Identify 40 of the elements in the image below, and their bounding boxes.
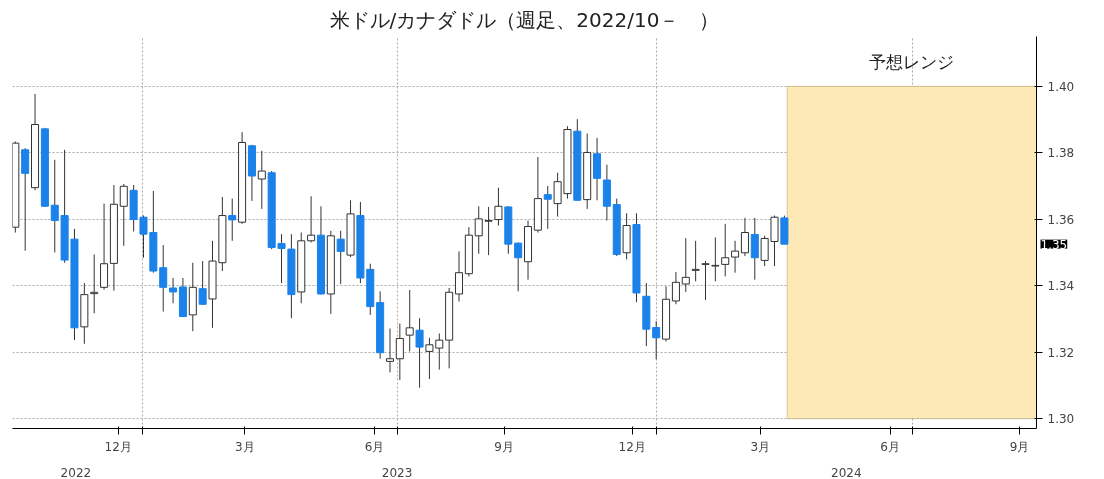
candlestick xyxy=(731,240,740,274)
candlestick xyxy=(514,241,523,292)
x-tick-label: 3月 xyxy=(750,439,771,454)
y-tick-label: 1.38 xyxy=(1047,146,1075,161)
x2-tick-label: 2023 xyxy=(381,465,413,479)
candlestick xyxy=(385,328,395,373)
x2-tick-label: 2022 xyxy=(60,465,92,479)
candlestick xyxy=(21,147,30,252)
candlestick xyxy=(395,323,404,381)
y-tick-label: 1.36 xyxy=(1047,212,1075,227)
candlestick xyxy=(119,183,128,247)
x-tick-label: 12月 xyxy=(104,439,132,454)
y-tick-label: 1.32 xyxy=(1047,345,1075,360)
candlestick xyxy=(307,195,316,243)
x-tick-label: 3月 xyxy=(235,439,255,454)
chart-title: 米ドル/カナダドル（週足、2022/10－ ） xyxy=(329,7,720,32)
candlestick xyxy=(740,217,749,257)
candlestick xyxy=(100,203,109,291)
candlestick xyxy=(671,271,680,305)
x-tick-label: 9月 xyxy=(494,439,514,454)
x2-tick-label: 2024 xyxy=(831,465,862,479)
x-tick-label: 12月 xyxy=(618,439,646,454)
text: 1.35 xyxy=(1040,237,1068,252)
candlestick xyxy=(405,289,414,352)
y-tick-label: 1.40 xyxy=(1047,79,1075,94)
x-tick-label: 6月 xyxy=(880,439,900,454)
candlestick xyxy=(257,150,266,210)
band-label: 予想レンジ xyxy=(869,52,955,73)
x-tick-label: 9月 xyxy=(1009,439,1030,454)
candlestick xyxy=(701,260,710,301)
candlestick xyxy=(711,236,720,282)
candlestick xyxy=(169,277,178,304)
candlestick xyxy=(691,240,700,282)
candlestick xyxy=(721,223,730,277)
candlestick xyxy=(454,250,464,303)
y-tick-label: 1.30 xyxy=(1047,412,1075,427)
candlestick xyxy=(681,237,690,293)
x-tick-label: 6月 xyxy=(364,439,385,454)
y-tick-label: 1.34 xyxy=(1047,279,1075,294)
candlestick xyxy=(494,187,503,227)
